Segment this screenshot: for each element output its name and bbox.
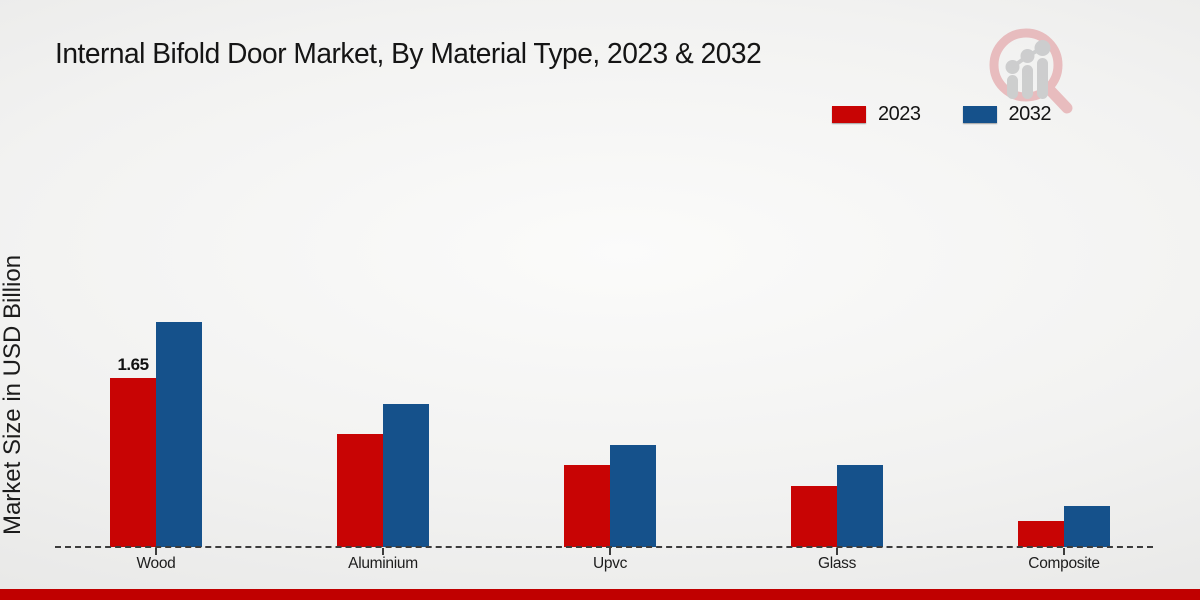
category-label-aluminium: Aluminium bbox=[348, 555, 418, 572]
category-label-glass: Glass bbox=[817, 555, 857, 572]
category-label-wood: Wood bbox=[136, 555, 176, 572]
x-axis-tick-composite bbox=[1063, 548, 1065, 555]
bar-glass-2023 bbox=[791, 486, 837, 547]
bar-aluminium-2032 bbox=[383, 404, 429, 547]
bar-wood-2023 bbox=[110, 378, 156, 547]
bar-glass-2032 bbox=[837, 465, 883, 547]
category-label-upvc: Upvc bbox=[592, 555, 628, 572]
bar-composite-2023 bbox=[1018, 521, 1064, 547]
legend-item-2023: 2023 bbox=[832, 103, 921, 126]
bar-aluminium-2023 bbox=[337, 434, 383, 547]
bar-upvc-2032 bbox=[610, 445, 656, 547]
legend-swatch-2032 bbox=[962, 106, 997, 123]
x-axis-tick-aluminium bbox=[382, 548, 384, 555]
legend-item-2032: 2032 bbox=[962, 103, 1052, 126]
x-axis-line bbox=[55, 546, 1153, 548]
data-label-wood-2023: 1.65 bbox=[117, 355, 149, 374]
legend: 2023 2032 bbox=[832, 103, 1051, 126]
x-axis-tick-wood bbox=[155, 548, 157, 555]
x-axis-tick-upvc bbox=[609, 548, 611, 555]
bar-wood-2032 bbox=[156, 322, 202, 547]
legend-swatch-2023 bbox=[832, 106, 866, 123]
legend-label-2023: 2023 bbox=[878, 103, 921, 125]
magnifier-bar-chart-logo-icon bbox=[989, 28, 1073, 114]
chart-title: Internal Bifold Door Market, By Material… bbox=[55, 38, 762, 70]
bar-composite-2032 bbox=[1064, 506, 1110, 547]
bar-upvc-2023 bbox=[564, 465, 610, 547]
legend-label-2032: 2032 bbox=[1008, 103, 1052, 125]
x-axis-tick-glass bbox=[836, 548, 838, 555]
bottom-accent-band bbox=[0, 589, 1200, 600]
category-label-composite: Composite bbox=[1028, 555, 1100, 572]
